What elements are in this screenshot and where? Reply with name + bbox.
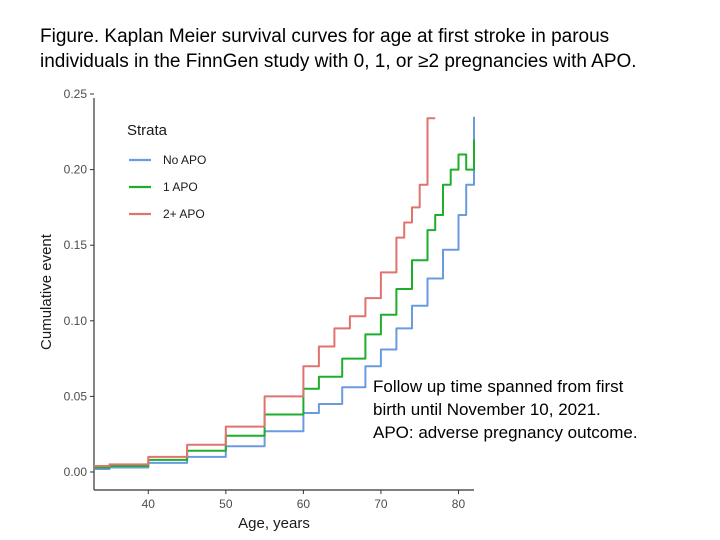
x-axis-title: Age, years <box>238 515 310 532</box>
series-line-1-apo <box>94 139 475 469</box>
y-tick-label: 0.05 <box>64 389 88 403</box>
y-tick-label: 0.20 <box>64 163 88 177</box>
legend-label: 1 APO <box>163 180 198 194</box>
y-tick-label: 0.15 <box>64 238 88 252</box>
figure-title: Figure. Kaplan Meier survival curves for… <box>40 24 700 74</box>
y-tick-label: 0.25 <box>64 87 88 101</box>
x-tick-label: 70 <box>374 497 388 511</box>
follow-up-note-line-3: APO: adverse pregnancy outcome. <box>373 423 638 442</box>
y-tick-label: 0.10 <box>64 314 88 328</box>
y-tick-label: 0.00 <box>64 465 88 479</box>
series-line-2-apo <box>94 117 436 467</box>
x-tick-label: 60 <box>297 497 311 511</box>
legend-label: 2+ APO <box>163 207 205 221</box>
follow-up-note: Follow up time spanned from first birth … <box>373 375 693 444</box>
x-tick-label: 50 <box>219 497 233 511</box>
legend-label: No APO <box>163 153 206 167</box>
follow-up-note-line-1: Follow up time spanned from first <box>373 377 624 396</box>
y-axis-title: Cumulative event <box>38 233 55 350</box>
figure-title-line-1: Figure. Kaplan Meier survival curves for… <box>40 26 610 47</box>
legend-title: Strata <box>127 122 168 139</box>
figure-title-line-2: individuals in the FinnGen study with 0,… <box>40 51 637 72</box>
x-tick-label: 80 <box>452 497 466 511</box>
x-tick-label: 40 <box>142 497 156 511</box>
follow-up-note-line-2: birth until November 10, 2021. <box>373 400 601 419</box>
